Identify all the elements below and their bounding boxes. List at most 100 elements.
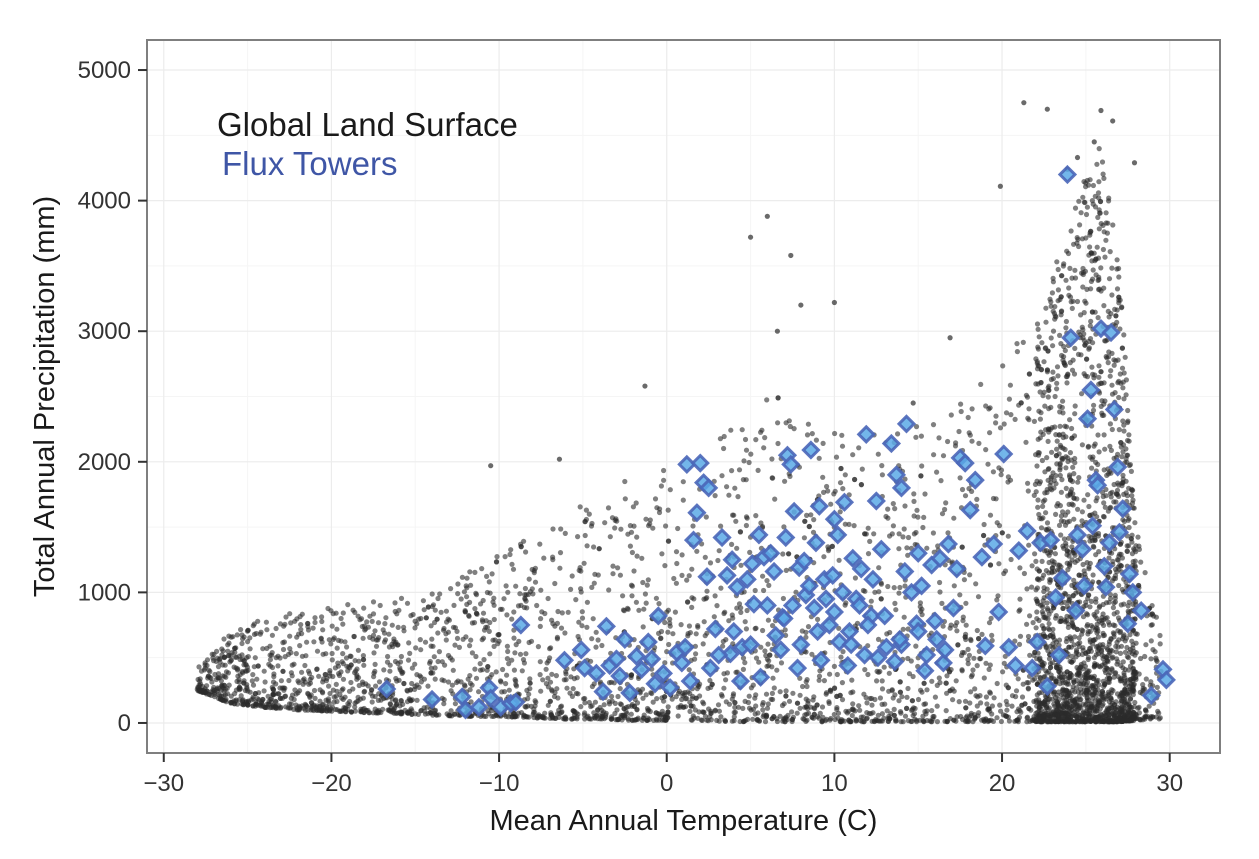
- land-point: [976, 440, 982, 446]
- land-point: [372, 628, 378, 634]
- land-point: [563, 677, 569, 683]
- land-point: [484, 589, 490, 596]
- land-point: [945, 530, 951, 536]
- land-point: [886, 716, 893, 722]
- land-point: [852, 708, 858, 714]
- land-point: [1127, 462, 1133, 468]
- land-point: [1109, 717, 1115, 723]
- land-point: [1044, 718, 1050, 724]
- land-point: [1043, 305, 1049, 311]
- land-point: [418, 615, 424, 622]
- land-point: [232, 691, 238, 697]
- land-point: [1035, 576, 1041, 582]
- land-point: [1057, 562, 1063, 568]
- land-point: [1143, 642, 1149, 648]
- land-point: [1050, 308, 1056, 314]
- land-point: [1103, 338, 1109, 344]
- land-point: [1058, 532, 1064, 538]
- land-point: [1107, 469, 1113, 475]
- land-point: [1049, 290, 1055, 296]
- land-point: [712, 707, 719, 713]
- land-point: [1127, 632, 1133, 638]
- land-point: [863, 695, 869, 701]
- land-point: [644, 582, 650, 588]
- land-point: [197, 687, 203, 693]
- land-point: [740, 666, 747, 673]
- land-point: [270, 687, 276, 693]
- land-point: [1101, 432, 1107, 438]
- land-point: [582, 710, 588, 716]
- land-point: [412, 686, 418, 693]
- land-point: [1074, 240, 1080, 246]
- land-point: [1066, 501, 1072, 507]
- land-point: [218, 678, 224, 684]
- land-point: [1094, 244, 1100, 250]
- land-point: [1098, 265, 1104, 271]
- land-point: [958, 408, 964, 415]
- land-point: [636, 607, 642, 613]
- land-point: [1046, 656, 1053, 662]
- land-point: [1119, 365, 1126, 371]
- land-point: [967, 700, 973, 706]
- land-point: [811, 517, 817, 523]
- land-point: [892, 506, 898, 512]
- land-point: [1040, 604, 1046, 610]
- land-point: [1125, 407, 1131, 414]
- land-point: [672, 609, 679, 615]
- land-point: [486, 579, 492, 585]
- land-point: [1016, 641, 1023, 648]
- land-point: [492, 637, 498, 643]
- land-point: [983, 447, 989, 453]
- land-point: [473, 675, 480, 681]
- land-point: [1119, 454, 1125, 460]
- land-point: [523, 549, 529, 555]
- land-point: [491, 643, 497, 650]
- land-point: [1008, 412, 1014, 418]
- land-point: [500, 666, 506, 673]
- land-point: [810, 529, 817, 535]
- land-point: [852, 575, 859, 581]
- land-point: [1007, 382, 1014, 388]
- land-point: [467, 680, 473, 686]
- land-point: [472, 606, 478, 612]
- land-point: [879, 701, 885, 708]
- land-point: [516, 638, 522, 645]
- land-point: [1040, 598, 1046, 604]
- land-point: [443, 637, 449, 643]
- land-point: [759, 702, 766, 708]
- land-point: [584, 543, 590, 549]
- land-point: [970, 667, 976, 673]
- land-point: [1026, 406, 1032, 412]
- land-point: [205, 673, 211, 679]
- land-point: [1030, 677, 1036, 683]
- land-point: [1107, 490, 1114, 496]
- land-point: [1104, 615, 1110, 621]
- land-point: [508, 547, 514, 553]
- land-point: [934, 469, 940, 475]
- land-point: [1089, 704, 1095, 710]
- land-point: [1113, 491, 1120, 497]
- land-point: [680, 497, 686, 503]
- land-point: [1085, 654, 1092, 661]
- land-point: [578, 589, 584, 595]
- land-point: [640, 579, 646, 586]
- land-point: [418, 647, 424, 653]
- land-point: [461, 589, 467, 595]
- land-point: [1109, 382, 1115, 388]
- land-point: [956, 699, 962, 705]
- land-point: [578, 704, 584, 710]
- land-point: [1092, 441, 1098, 447]
- land-point: [643, 692, 649, 698]
- land-point: [216, 695, 222, 702]
- land-point: [369, 618, 375, 625]
- land-point: [1026, 417, 1032, 423]
- land-point: [1064, 560, 1070, 566]
- land-point: [832, 488, 838, 494]
- land-point: [767, 652, 773, 658]
- land-point: [892, 692, 898, 698]
- land-point: [875, 636, 882, 643]
- land-point: [1059, 404, 1065, 411]
- land-point: [1038, 525, 1045, 531]
- land-point: [1055, 567, 1061, 573]
- land-point: [454, 635, 461, 642]
